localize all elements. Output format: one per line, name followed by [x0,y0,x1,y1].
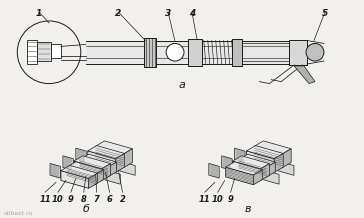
Text: 6: 6 [107,195,112,204]
Polygon shape [222,156,232,170]
Bar [144,37,156,67]
Polygon shape [89,173,98,188]
Polygon shape [67,167,95,185]
Text: 10: 10 [212,195,223,204]
Polygon shape [88,146,124,159]
Polygon shape [105,170,120,184]
Polygon shape [282,149,291,168]
Polygon shape [253,170,262,185]
Polygon shape [120,161,135,175]
Bar [86,41,289,64]
Text: в: в [244,204,251,214]
Polygon shape [61,165,98,179]
Polygon shape [102,164,111,181]
Circle shape [306,43,324,61]
Polygon shape [234,148,245,163]
Polygon shape [108,162,116,177]
Polygon shape [95,170,104,185]
Text: б: б [82,204,89,214]
Text: 8: 8 [81,195,87,204]
Text: 2: 2 [119,195,125,204]
Bar [289,39,307,65]
Polygon shape [266,162,275,177]
Text: 3: 3 [165,9,171,18]
Polygon shape [61,171,89,188]
Circle shape [166,43,184,61]
Polygon shape [80,154,116,167]
Bar [27,39,37,64]
Polygon shape [294,66,315,83]
Polygon shape [123,149,132,168]
Polygon shape [254,141,291,154]
Text: 11: 11 [39,195,51,204]
Polygon shape [238,154,275,167]
Text: oilbest.ru: oilbest.ru [3,211,33,216]
Text: 10: 10 [52,195,64,204]
Text: 7: 7 [94,195,100,204]
Polygon shape [88,151,115,172]
Bar [232,39,242,66]
Bar [37,43,51,61]
Polygon shape [96,141,132,154]
Polygon shape [96,146,123,168]
Polygon shape [264,170,279,184]
Text: 5: 5 [322,9,328,18]
Polygon shape [254,146,282,168]
Polygon shape [246,146,283,159]
Text: 4: 4 [189,9,195,18]
Text: а: а [179,80,185,90]
Polygon shape [279,161,294,175]
Text: 9: 9 [228,195,234,204]
Polygon shape [238,160,266,177]
Polygon shape [115,153,124,172]
Polygon shape [226,162,262,175]
Polygon shape [80,160,108,177]
Polygon shape [233,156,269,169]
Polygon shape [209,164,219,178]
Polygon shape [274,153,283,172]
Polygon shape [233,161,260,181]
Polygon shape [74,156,111,169]
Text: 11: 11 [199,195,211,204]
Polygon shape [63,156,73,170]
Polygon shape [74,161,102,181]
Bar [188,39,202,66]
Polygon shape [67,162,104,175]
Bar [51,44,61,58]
Polygon shape [260,164,269,181]
Polygon shape [226,167,253,185]
Text: 1: 1 [36,9,42,18]
Polygon shape [246,151,274,172]
Polygon shape [76,148,86,163]
Text: 9: 9 [68,195,74,204]
Polygon shape [50,164,60,178]
Text: 2: 2 [115,9,122,18]
